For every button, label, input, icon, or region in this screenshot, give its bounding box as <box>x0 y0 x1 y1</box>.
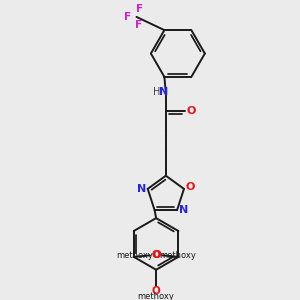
Text: N: N <box>159 87 168 97</box>
Text: O: O <box>152 286 161 296</box>
Text: methoxy: methoxy <box>138 292 175 300</box>
Text: F: F <box>135 20 142 29</box>
Text: O: O <box>152 250 161 260</box>
Text: O: O <box>185 182 194 192</box>
Text: methoxy: methoxy <box>116 250 153 260</box>
Text: O: O <box>151 250 160 260</box>
Text: H: H <box>153 87 161 97</box>
Text: F: F <box>136 4 143 14</box>
Text: F: F <box>124 12 131 22</box>
Text: methoxy: methoxy <box>159 250 196 260</box>
Text: O: O <box>187 106 196 116</box>
Text: N: N <box>179 206 188 215</box>
Text: N: N <box>136 184 146 194</box>
